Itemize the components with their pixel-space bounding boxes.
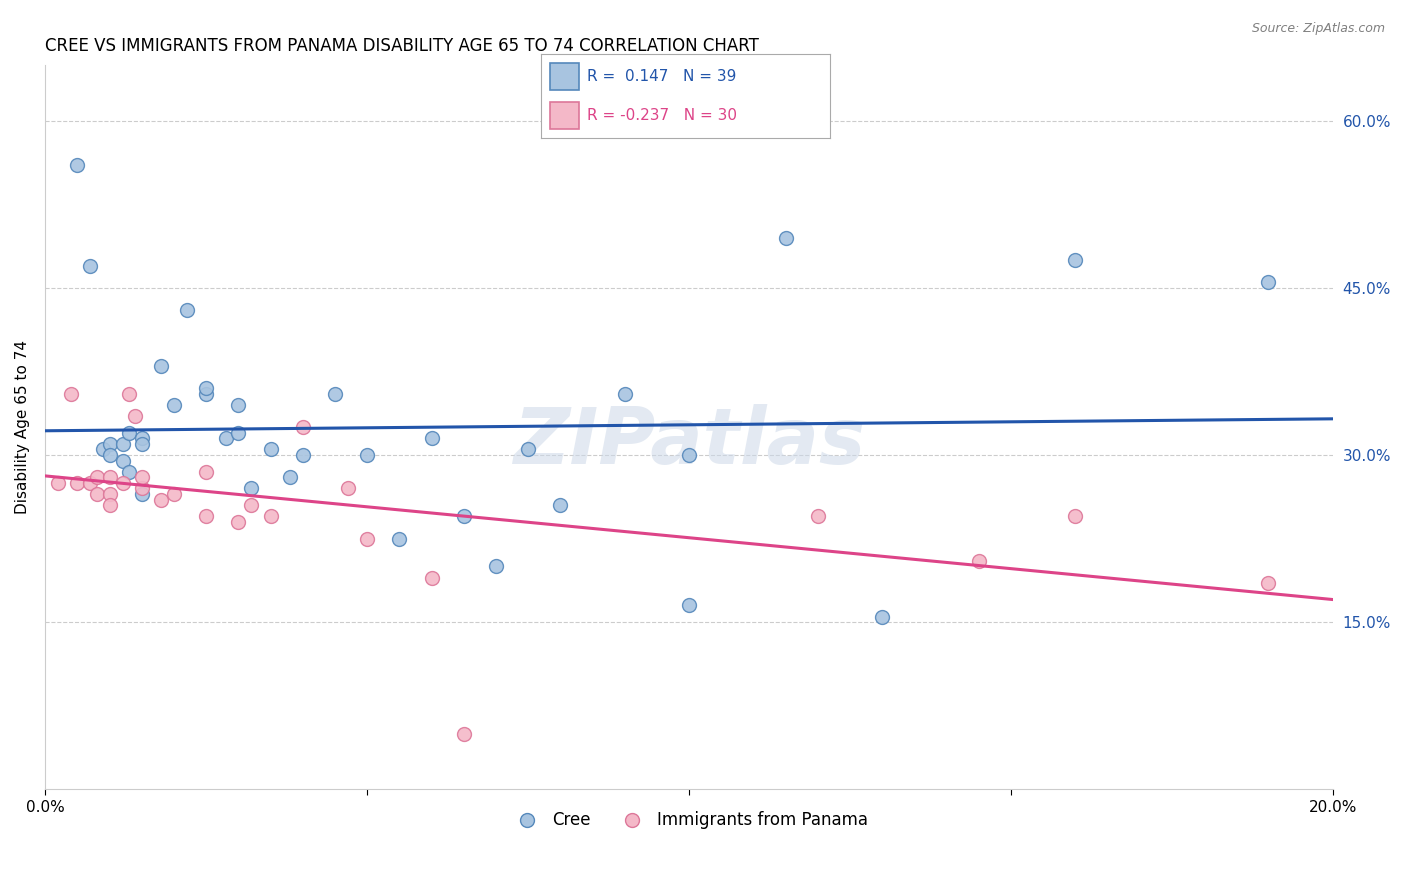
Point bbox=[228, 515, 250, 529]
Point bbox=[98, 487, 121, 501]
Point bbox=[485, 559, 508, 574]
Text: R = -0.237   N = 30: R = -0.237 N = 30 bbox=[588, 108, 737, 123]
Point bbox=[124, 409, 146, 423]
Point bbox=[453, 726, 475, 740]
Point bbox=[240, 498, 263, 512]
Point bbox=[356, 448, 378, 462]
Point bbox=[323, 386, 346, 401]
Point bbox=[870, 609, 893, 624]
Point bbox=[66, 475, 89, 490]
Point bbox=[291, 420, 314, 434]
Point bbox=[195, 381, 218, 395]
Text: Source: ZipAtlas.com: Source: ZipAtlas.com bbox=[1251, 22, 1385, 36]
Point bbox=[1064, 253, 1087, 268]
Point bbox=[111, 453, 134, 467]
Point bbox=[967, 554, 990, 568]
Text: ZIPatlas: ZIPatlas bbox=[513, 404, 865, 480]
Y-axis label: Disability Age 65 to 74: Disability Age 65 to 74 bbox=[15, 340, 30, 514]
Point bbox=[517, 442, 540, 457]
Point bbox=[98, 498, 121, 512]
Point bbox=[118, 465, 141, 479]
Point bbox=[678, 599, 700, 613]
Point bbox=[420, 571, 443, 585]
Point bbox=[79, 259, 101, 273]
Text: R =  0.147   N = 39: R = 0.147 N = 39 bbox=[588, 69, 737, 84]
Point bbox=[91, 442, 114, 457]
Point bbox=[278, 470, 301, 484]
Point bbox=[420, 431, 443, 445]
Point bbox=[1064, 509, 1087, 524]
Point bbox=[131, 470, 153, 484]
Point bbox=[195, 509, 218, 524]
Point bbox=[240, 482, 263, 496]
Point bbox=[131, 437, 153, 451]
Point bbox=[98, 437, 121, 451]
Point bbox=[195, 465, 218, 479]
Point bbox=[79, 475, 101, 490]
Point bbox=[807, 509, 830, 524]
Point bbox=[86, 487, 108, 501]
Point bbox=[453, 509, 475, 524]
Point bbox=[86, 470, 108, 484]
Point bbox=[291, 448, 314, 462]
Point bbox=[214, 431, 236, 445]
Point bbox=[150, 492, 173, 507]
Point bbox=[118, 386, 141, 401]
Point bbox=[259, 509, 281, 524]
FancyBboxPatch shape bbox=[550, 102, 579, 129]
Point bbox=[98, 448, 121, 462]
Point bbox=[118, 425, 141, 440]
Point bbox=[98, 470, 121, 484]
Point bbox=[228, 425, 250, 440]
Point bbox=[46, 475, 69, 490]
Point bbox=[163, 398, 186, 412]
Point bbox=[163, 487, 186, 501]
Point bbox=[131, 487, 153, 501]
Point bbox=[66, 158, 89, 172]
Text: CREE VS IMMIGRANTS FROM PANAMA DISABILITY AGE 65 TO 74 CORRELATION CHART: CREE VS IMMIGRANTS FROM PANAMA DISABILIT… bbox=[45, 37, 759, 55]
Point bbox=[775, 231, 797, 245]
Point bbox=[613, 386, 636, 401]
FancyBboxPatch shape bbox=[550, 62, 579, 90]
Point bbox=[228, 398, 250, 412]
Point bbox=[150, 359, 173, 373]
Legend: Cree, Immigrants from Panama: Cree, Immigrants from Panama bbox=[503, 804, 875, 835]
Point bbox=[678, 448, 700, 462]
Point bbox=[195, 386, 218, 401]
Point bbox=[336, 482, 359, 496]
Point bbox=[131, 482, 153, 496]
Point bbox=[176, 303, 198, 318]
Point bbox=[356, 532, 378, 546]
Point bbox=[1257, 576, 1279, 591]
Point bbox=[259, 442, 281, 457]
Point bbox=[1257, 276, 1279, 290]
Point bbox=[111, 475, 134, 490]
Point bbox=[111, 437, 134, 451]
Point bbox=[548, 498, 571, 512]
Point bbox=[131, 431, 153, 445]
Point bbox=[388, 532, 411, 546]
Point bbox=[60, 386, 83, 401]
